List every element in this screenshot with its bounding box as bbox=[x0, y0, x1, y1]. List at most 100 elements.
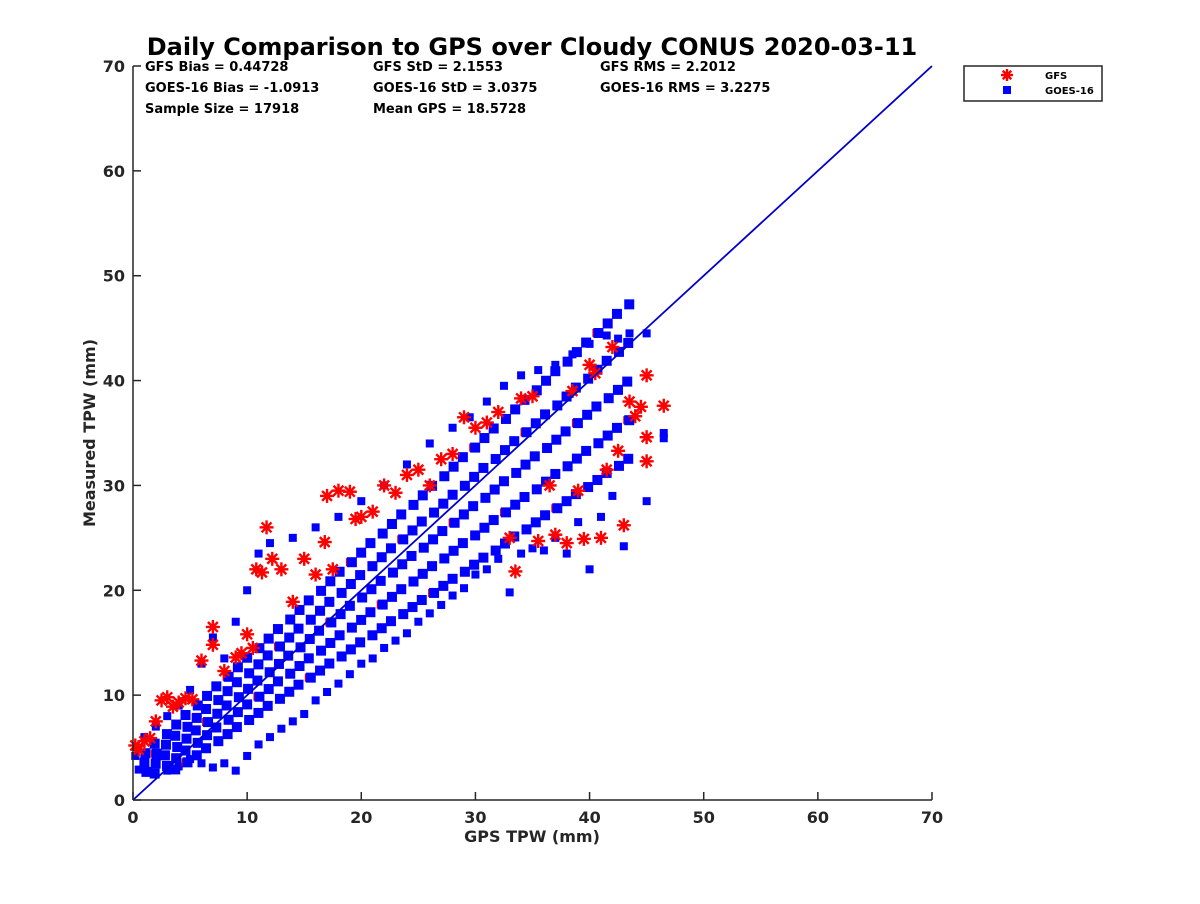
cloud-point bbox=[479, 433, 490, 444]
gfs-point bbox=[531, 534, 546, 549]
cloud-point bbox=[470, 530, 481, 541]
gfs-point bbox=[194, 653, 209, 668]
goes16-point bbox=[163, 712, 172, 721]
cloud-point bbox=[520, 459, 531, 470]
cloud-point bbox=[181, 733, 192, 744]
x-tick-label: 40 bbox=[578, 808, 600, 827]
gfs-point bbox=[308, 567, 323, 582]
gfs-point bbox=[576, 531, 591, 546]
gfs-point bbox=[434, 452, 449, 467]
cloud-point bbox=[203, 717, 214, 728]
cloud-point bbox=[593, 327, 604, 338]
cloud-point bbox=[611, 308, 622, 319]
cloud-point bbox=[521, 524, 532, 535]
goes16-point bbox=[186, 685, 195, 694]
data-layer bbox=[128, 65, 933, 801]
cloud-point bbox=[273, 658, 284, 669]
goes16-point bbox=[642, 329, 651, 338]
gfs-point bbox=[491, 405, 506, 420]
gfs-point bbox=[445, 446, 460, 461]
goes16-point bbox=[357, 659, 366, 668]
cloud-point bbox=[274, 693, 285, 704]
cloud-point bbox=[519, 394, 530, 405]
cloud-point bbox=[316, 645, 327, 656]
cloud-point bbox=[429, 587, 440, 598]
cloud-point bbox=[611, 422, 622, 433]
cloud-point bbox=[552, 400, 563, 411]
cloud-point bbox=[521, 427, 532, 438]
goes16-point bbox=[614, 334, 623, 343]
cloud-point bbox=[531, 385, 542, 396]
cloud-point bbox=[231, 722, 242, 733]
cloud-point bbox=[510, 404, 521, 415]
cloud-point bbox=[489, 484, 500, 495]
cloud-point bbox=[315, 665, 326, 676]
cloud-point bbox=[377, 599, 388, 610]
cloud-point bbox=[211, 722, 222, 733]
cloud-point bbox=[602, 318, 613, 329]
cloud-point bbox=[429, 507, 440, 518]
cloud-point bbox=[571, 453, 582, 464]
goes16-point bbox=[448, 591, 457, 600]
gfs-point bbox=[131, 742, 146, 757]
cloud-point bbox=[223, 671, 234, 682]
goes16-point bbox=[300, 710, 309, 719]
goes16-point bbox=[551, 360, 560, 369]
cloud-point bbox=[365, 538, 376, 549]
cloud-point bbox=[172, 741, 183, 752]
goes16-point bbox=[562, 549, 571, 558]
cloud-point bbox=[603, 393, 614, 404]
cloud-point bbox=[499, 538, 510, 549]
cloud-point bbox=[458, 509, 469, 520]
x-tick-label: 30 bbox=[464, 808, 486, 827]
cloud-point bbox=[449, 517, 460, 528]
cloud-point bbox=[139, 757, 150, 768]
cloud-point bbox=[509, 531, 520, 542]
goes16-point bbox=[243, 751, 252, 760]
cloud-point bbox=[624, 415, 635, 426]
cloud-point bbox=[623, 453, 634, 464]
goes16-point bbox=[534, 366, 543, 375]
legend-goes16-label: GOES-16 bbox=[1045, 86, 1094, 97]
cloud-point bbox=[418, 542, 429, 553]
cloud-point bbox=[140, 748, 151, 759]
cloud-point bbox=[160, 739, 171, 750]
gfs-point bbox=[245, 640, 260, 655]
y-tick-label: 40 bbox=[103, 372, 125, 391]
cloud-point bbox=[325, 637, 336, 648]
x-tick-label: 60 bbox=[807, 808, 829, 827]
cloud-point bbox=[571, 347, 582, 358]
cloud-point bbox=[488, 423, 499, 434]
gfs-point bbox=[411, 462, 426, 477]
cloud-point bbox=[171, 719, 182, 730]
cloud-point bbox=[355, 637, 366, 648]
cloud-point bbox=[478, 462, 489, 473]
gfs-point bbox=[593, 530, 608, 545]
cloud-point bbox=[314, 625, 325, 636]
x-tick-label: 10 bbox=[236, 808, 258, 827]
stat-text: GOES-16 RMS = 3.2275 bbox=[600, 81, 770, 96]
cloud-point bbox=[612, 384, 623, 395]
gfs-point bbox=[143, 731, 158, 746]
cloud-point bbox=[386, 591, 397, 602]
cloud-point bbox=[344, 600, 355, 611]
cloud-point bbox=[550, 366, 561, 377]
y-tick-label: 10 bbox=[103, 686, 125, 705]
stat-text: GOES-16 StD = 3.0375 bbox=[373, 81, 537, 96]
cloud-point bbox=[161, 729, 172, 740]
gfs-point bbox=[508, 564, 523, 579]
goes16-point bbox=[208, 763, 217, 772]
cloud-point bbox=[562, 356, 573, 367]
cloud-point bbox=[141, 766, 152, 777]
cloud-point bbox=[500, 507, 511, 518]
cloud-point bbox=[498, 476, 509, 487]
cloud-point bbox=[560, 426, 571, 437]
cloud-point bbox=[263, 633, 274, 644]
cloud-point bbox=[324, 596, 335, 607]
cloud-point bbox=[244, 668, 255, 679]
cloud-point bbox=[303, 595, 314, 606]
cloud-point bbox=[490, 454, 501, 465]
cloud-point bbox=[396, 509, 407, 520]
cloud-point bbox=[252, 675, 263, 686]
cloud-point bbox=[345, 579, 356, 590]
